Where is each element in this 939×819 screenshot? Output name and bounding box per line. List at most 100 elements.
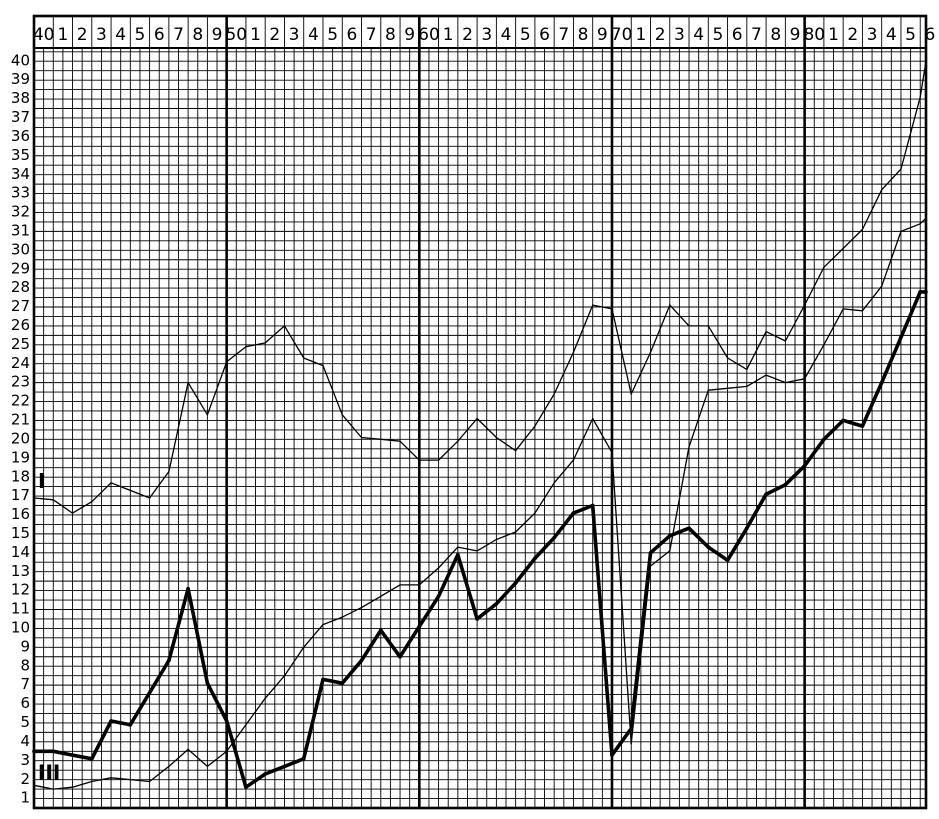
x-tick-label: 3 (289, 25, 300, 45)
data-point-II (283, 674, 286, 677)
data-point-I (187, 381, 189, 384)
y-tick-label: 11 (11, 600, 30, 618)
x-tick-label: 6 (154, 25, 165, 45)
data-point-III (918, 290, 923, 294)
data-point-II (669, 550, 671, 552)
series-label-II: II (38, 760, 53, 784)
x-tick-label: 6 (924, 25, 935, 45)
x-tick-label: 7 (558, 25, 569, 45)
x-tick-label: 9 (212, 25, 223, 45)
data-point-III (590, 503, 595, 508)
minor-gridlines (33, 16, 926, 809)
y-tick-label: 13 (11, 562, 30, 580)
data-point-I (341, 414, 343, 416)
x-tick-label: 60 (418, 25, 440, 45)
data-point-I (803, 304, 806, 306)
data-point-I (206, 414, 209, 416)
data-point-II (187, 748, 189, 751)
x-tick-label: 80 (803, 25, 825, 45)
y-tick-label: 20 (11, 429, 30, 447)
y-tick-label: 7 (20, 675, 30, 693)
data-point-II (360, 606, 363, 609)
data-point-II (71, 786, 74, 788)
y-tick-label: 16 (11, 505, 30, 523)
plot-frame (32, 14, 928, 810)
data-point-III (244, 785, 248, 790)
data-point-III (205, 681, 210, 686)
data-point-III (648, 550, 653, 555)
data-point-III (687, 526, 691, 530)
series-line-II (33, 217, 927, 790)
data-point-II (495, 538, 498, 541)
y-tick-label: 1 (20, 789, 30, 807)
data-point-III (224, 719, 229, 723)
data-point-I (71, 512, 74, 514)
data-point-II (900, 230, 902, 233)
data-point-III (167, 658, 171, 663)
x-tick-label: 4 (115, 25, 126, 45)
data-point-II (707, 389, 709, 391)
x-tick-label: 3 (96, 25, 107, 45)
data-point-I (495, 436, 498, 439)
x-tick-label: 9 (597, 25, 608, 45)
y-tick-label: 39 (11, 70, 30, 88)
data-point-III (899, 335, 903, 340)
y-tick-label: 5 (20, 713, 30, 731)
y-tick-label: 35 (11, 146, 30, 164)
data-point-I (784, 340, 787, 342)
data-point-I (553, 393, 555, 395)
x-tick-label: 7 (366, 25, 377, 45)
x-tick-label: 1 (57, 25, 68, 45)
data-point-III (783, 482, 788, 487)
x-tick-label: 3 (867, 25, 878, 45)
data-point-III (398, 654, 402, 659)
data-point-I (880, 189, 883, 191)
data-point-II (514, 531, 517, 533)
major-gridlines (225, 16, 806, 808)
x-tick-label: 4 (308, 25, 319, 45)
series-line-I (33, 61, 927, 514)
x-tick-label: 7 (751, 25, 762, 45)
x-tick-label: 1 (443, 25, 454, 45)
x-tick-label: 4 (501, 25, 512, 45)
data-point-II (206, 765, 209, 768)
data-point-I (630, 393, 632, 395)
data-point-III (533, 556, 537, 561)
y-tick-label: 2 (20, 770, 30, 788)
data-point-III (725, 558, 730, 563)
x-tick-label: 7 (173, 25, 184, 45)
data-point-I (360, 436, 363, 439)
x-tick-label: 2 (269, 25, 280, 45)
data-point-III (378, 628, 383, 633)
x-tick-label: 8 (770, 25, 781, 45)
data-point-III (89, 757, 94, 761)
data-point-II (823, 344, 825, 346)
x-tick-label: 8 (578, 25, 589, 45)
data-point-I (322, 364, 324, 367)
data-point-I (514, 449, 517, 452)
data-point-I (148, 497, 151, 499)
data-point-I (225, 361, 228, 363)
data-point-III (301, 757, 306, 761)
x-tick-label: 70 (611, 25, 633, 45)
x-tick-label: 2 (655, 25, 666, 45)
data-point-II (765, 374, 767, 376)
data-point-III (571, 511, 576, 515)
data-point-II (110, 777, 112, 779)
x-tick-label: 6 (346, 25, 357, 45)
y-tick-label: 40 (11, 51, 30, 69)
y-tick-label: 10 (11, 619, 30, 637)
data-point-I (572, 351, 575, 354)
data-point-I (129, 489, 132, 492)
y-tick-label: 30 (11, 240, 30, 258)
data-point-II (611, 451, 613, 454)
data-point-II (746, 385, 748, 388)
data-point-I (303, 357, 305, 359)
data-point-III (841, 418, 845, 423)
data-point-I (437, 459, 440, 461)
data-point-III (513, 581, 518, 585)
data-point-III (340, 681, 345, 686)
y-tick-label: 23 (11, 373, 30, 391)
y-tick-label: 9 (20, 637, 30, 655)
